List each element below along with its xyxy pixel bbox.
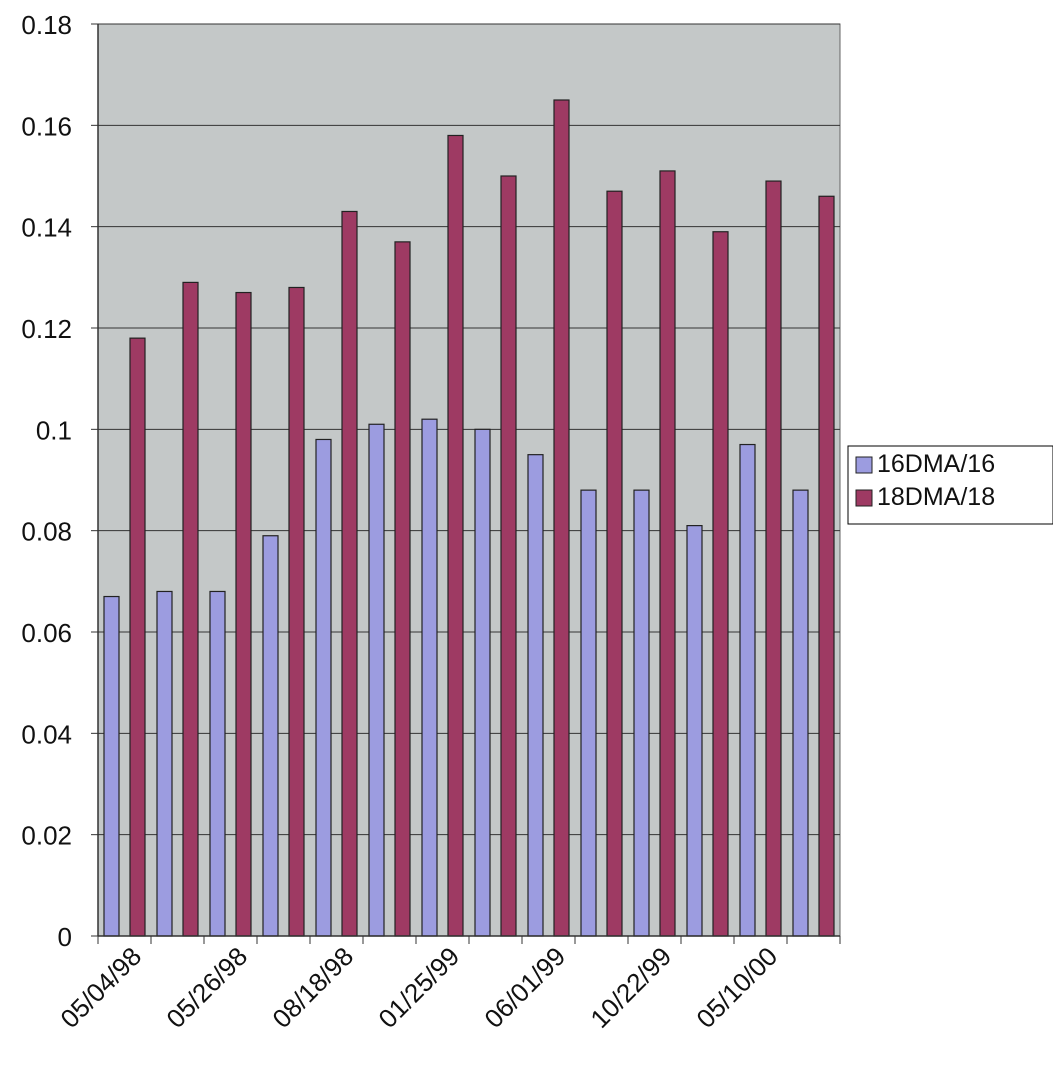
bar-16dma-16 xyxy=(792,489,809,937)
y-tick-label: 0.02 xyxy=(21,821,72,851)
x-tick-label: 01/25/99 xyxy=(372,941,465,1034)
bar-18dma-18 xyxy=(500,175,517,937)
legend-label: 16DMA/16 xyxy=(877,450,995,478)
bar-16dma-16 xyxy=(739,443,756,937)
bar-16dma-16 xyxy=(633,489,650,937)
legend-swatch xyxy=(855,489,873,507)
bar-18dma-18 xyxy=(288,286,305,937)
bars xyxy=(103,99,835,937)
bar-18dma-18 xyxy=(712,231,729,937)
bar-16dma-16 xyxy=(156,590,173,937)
legend: 16DMA/16 18DMA/18 xyxy=(847,445,1053,525)
x-tick-label: 05/04/98 xyxy=(54,941,147,1034)
y-tick-label: 0.08 xyxy=(21,517,72,547)
y-tick-label: 0 xyxy=(58,922,72,952)
legend-box xyxy=(847,445,1053,525)
x-tick-label: 05/26/98 xyxy=(160,941,253,1034)
bar-18dma-18 xyxy=(765,180,782,937)
bar-18dma-18 xyxy=(553,99,570,937)
legend-swatch xyxy=(855,456,873,474)
y-tick-label: 0.1 xyxy=(36,415,72,445)
y-tick-label: 0.12 xyxy=(21,314,72,344)
bar-16dma-16 xyxy=(580,489,597,937)
bar-18dma-18 xyxy=(394,241,411,937)
bar-16dma-16 xyxy=(262,535,279,937)
bar-16dma-16 xyxy=(103,595,120,937)
bar-18dma-18 xyxy=(818,195,835,937)
bar-16dma-16 xyxy=(474,428,491,937)
y-axis: 0 0.02 0.04 0.06 0.08 0.1 0.12 0.14 0.16 0.18 xyxy=(21,10,99,952)
y-tick-label: 0.14 xyxy=(21,213,72,243)
plot-area xyxy=(97,23,841,937)
y-tick-label: 0.04 xyxy=(21,719,72,749)
bar-16dma-16 xyxy=(315,438,332,937)
y-tick-label: 0.18 xyxy=(21,10,72,40)
bar-16dma-16 xyxy=(421,418,438,937)
bar-18dma-18 xyxy=(447,134,464,937)
y-tick-label: 0.16 xyxy=(21,111,72,141)
bar-18dma-18 xyxy=(659,170,676,937)
bar-16dma-16 xyxy=(209,590,226,937)
bar-18dma-18 xyxy=(341,210,358,937)
bar-18dma-18 xyxy=(235,291,252,937)
x-tick-label: 08/18/98 xyxy=(266,941,359,1034)
bar-16dma-16 xyxy=(368,423,385,937)
bar-16dma-16 xyxy=(686,524,703,937)
legend-label: 18DMA/18 xyxy=(877,483,995,511)
bar-18dma-18 xyxy=(182,281,199,937)
x-tick-label: 06/01/99 xyxy=(478,941,571,1034)
bar-18dma-18 xyxy=(606,190,623,937)
x-tick-label: 10/22/99 xyxy=(584,941,677,1034)
bar-16dma-16 xyxy=(527,454,544,937)
x-tick-label: 05/10/00 xyxy=(690,941,783,1034)
x-axis: 05/04/98 05/26/98 08/18/98 01/25/99 06/01/99… xyxy=(54,935,841,1034)
y-tick-label: 0.06 xyxy=(21,618,72,648)
bar-18dma-18 xyxy=(129,337,146,937)
